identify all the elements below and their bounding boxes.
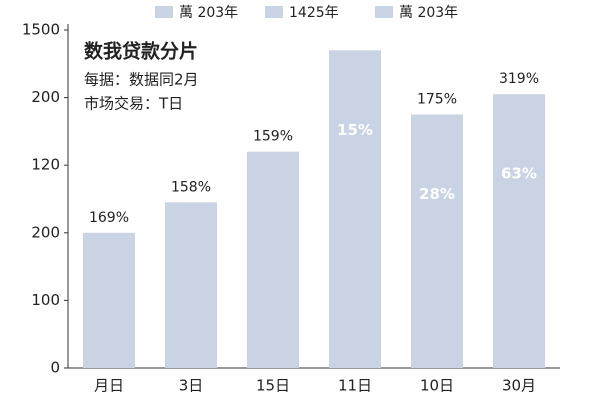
y-tick-label: 0	[50, 359, 60, 377]
x-tick-label: 月日	[94, 377, 124, 395]
x-tick-label: 30月	[502, 377, 536, 395]
x-tick-label: 15日	[256, 377, 290, 395]
bar	[411, 114, 463, 368]
y-tick-label: 100	[31, 291, 60, 309]
inner-label: 28%	[419, 185, 455, 203]
bar	[247, 151, 299, 368]
legend-label: 1425年	[289, 5, 339, 21]
x-tick-label: 11日	[338, 377, 372, 395]
legend-swatch	[265, 6, 283, 18]
bar-label: 159%	[253, 129, 293, 145]
x-tick-label: 10日	[420, 377, 454, 395]
legend-swatch	[375, 6, 393, 18]
bar	[165, 202, 217, 368]
inner-label: 15%	[337, 121, 373, 139]
bar-label: 169%	[89, 210, 129, 226]
bar-label: 319%	[499, 71, 539, 87]
y-tick-label: 120	[31, 156, 60, 174]
bar	[329, 50, 381, 368]
chart-title: 数我贷款分片	[84, 40, 198, 63]
inner-label: 63%	[501, 165, 537, 183]
bar	[493, 94, 545, 368]
bar-label: 175%	[417, 92, 457, 108]
y-tick-label: 1500	[22, 21, 60, 39]
legend-label: 萬 203年	[179, 5, 238, 21]
chart-subtitle: 市场交易：T日	[84, 95, 183, 113]
bar	[83, 232, 135, 368]
bar-label: 158%	[171, 179, 211, 195]
x-tick-label: 3日	[179, 377, 204, 395]
legend-swatch	[155, 6, 173, 18]
y-tick-label: 200	[31, 223, 60, 241]
y-tick-label: 200	[31, 88, 60, 106]
chart-subtitle: 每据：数据同2月	[84, 71, 199, 89]
legend-label: 萬 203年	[399, 5, 458, 21]
